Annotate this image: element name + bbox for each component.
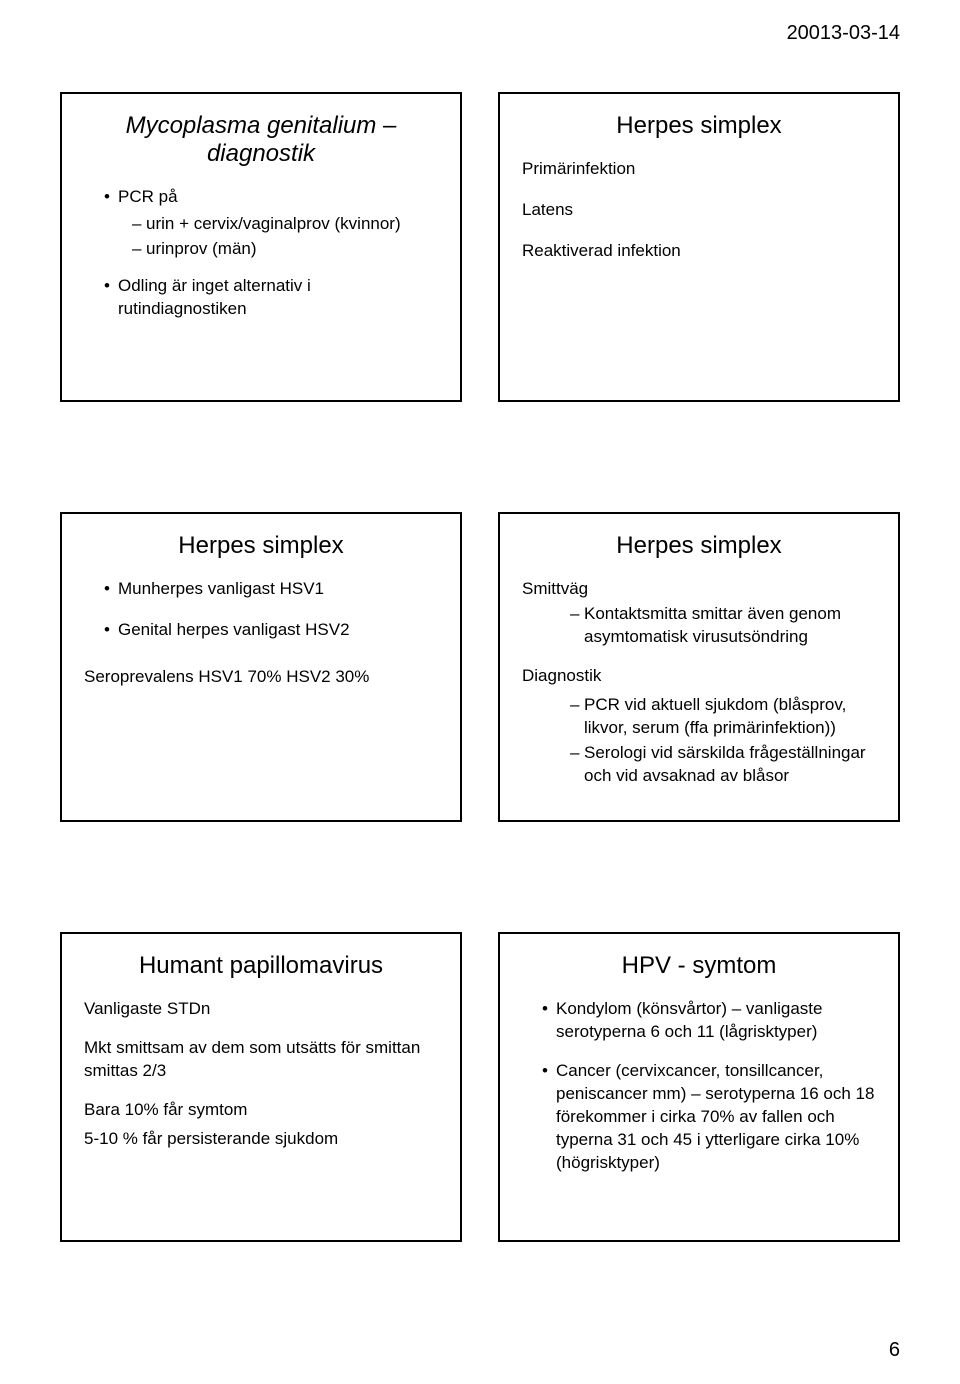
slide-body: Smittväg Kontaktsmitta smittar även geno… bbox=[522, 578, 876, 788]
line: Primärinfektion bbox=[522, 158, 876, 181]
heading: Diagnostik bbox=[522, 665, 876, 688]
bullet: Kondylom (könsvårtor) – vanligaste serot… bbox=[542, 998, 876, 1044]
header-date: 20013-03-14 bbox=[787, 22, 900, 45]
slide-body: Kondylom (könsvårtor) – vanligaste serot… bbox=[522, 998, 876, 1175]
slide-herpes-overview: Herpes simplex Primärinfektion Latens Re… bbox=[498, 92, 900, 402]
line: Reaktiverad infektion bbox=[522, 240, 876, 263]
line: Mkt smittsam av dem som utsätts för smit… bbox=[84, 1037, 438, 1083]
slide-body: Vanligaste STDn Mkt smittsam av dem som … bbox=[84, 998, 438, 1151]
sub-bullet: urinprov (män) bbox=[132, 238, 438, 261]
line: Vanligaste STDn bbox=[84, 998, 438, 1021]
heading: Smittväg bbox=[522, 578, 876, 601]
bullet: PCR på bbox=[104, 186, 438, 209]
slide-title: HPV - symtom bbox=[522, 952, 876, 980]
page: 20013-03-14 Mycoplasma genitalium – diag… bbox=[0, 0, 960, 1384]
slide-title: Humant papillomavirus bbox=[84, 952, 438, 980]
slide-body: Munherpes vanligast HSV1 Genital herpes … bbox=[84, 578, 438, 689]
line: Bara 10% får symtom bbox=[84, 1099, 438, 1122]
bullet: Munherpes vanligast HSV1 bbox=[104, 578, 438, 601]
slide-title: Herpes simplex bbox=[522, 112, 876, 140]
slide-hpv-symtom: HPV - symtom Kondylom (könsvårtor) – van… bbox=[498, 932, 900, 1242]
slide-herpes-types: Herpes simplex Munherpes vanligast HSV1 … bbox=[60, 512, 462, 822]
slide-hpv: Humant papillomavirus Vanligaste STDn Mk… bbox=[60, 932, 462, 1242]
line: 5-10 % får persisterande sjukdom bbox=[84, 1128, 438, 1151]
bullet: Odling är inget alternativ i rutindiagno… bbox=[104, 275, 438, 321]
title-text: Mycoplasma genitalium – diagnostik bbox=[126, 112, 397, 167]
bullet: Genital herpes vanligast HSV2 bbox=[104, 619, 438, 642]
slide-herpes-smittvag-diagnostik: Herpes simplex Smittväg Kontaktsmitta sm… bbox=[498, 512, 900, 822]
page-number: 6 bbox=[889, 1339, 900, 1362]
bullet: Cancer (cervixcancer, tonsillcancer, pen… bbox=[542, 1060, 876, 1175]
slide-title: Herpes simplex bbox=[84, 532, 438, 560]
slide-mycoplasma-diagnostik: Mycoplasma genitalium – diagnostik PCR p… bbox=[60, 92, 462, 402]
sub-bullet: Serologi vid särskilda frågeställningar … bbox=[570, 742, 876, 788]
line: Seroprevalens HSV1 70% HSV2 30% bbox=[84, 666, 438, 689]
slide-grid: Mycoplasma genitalium – diagnostik PCR p… bbox=[60, 92, 900, 1242]
sub-bullet: PCR vid aktuell sjukdom (blåsprov, likvo… bbox=[570, 694, 876, 740]
sub-bullet: Kontaktsmitta smittar även genom asymtom… bbox=[570, 603, 876, 649]
sub-bullet: urin + cervix/vaginalprov (kvinnor) bbox=[132, 213, 438, 236]
slide-body: PCR på urin + cervix/vaginalprov (kvinno… bbox=[84, 186, 438, 321]
slide-body: Primärinfektion Latens Reaktiverad infek… bbox=[522, 158, 876, 263]
slide-title: Mycoplasma genitalium – diagnostik bbox=[84, 112, 438, 168]
line: Latens bbox=[522, 199, 876, 222]
slide-title: Herpes simplex bbox=[522, 532, 876, 560]
